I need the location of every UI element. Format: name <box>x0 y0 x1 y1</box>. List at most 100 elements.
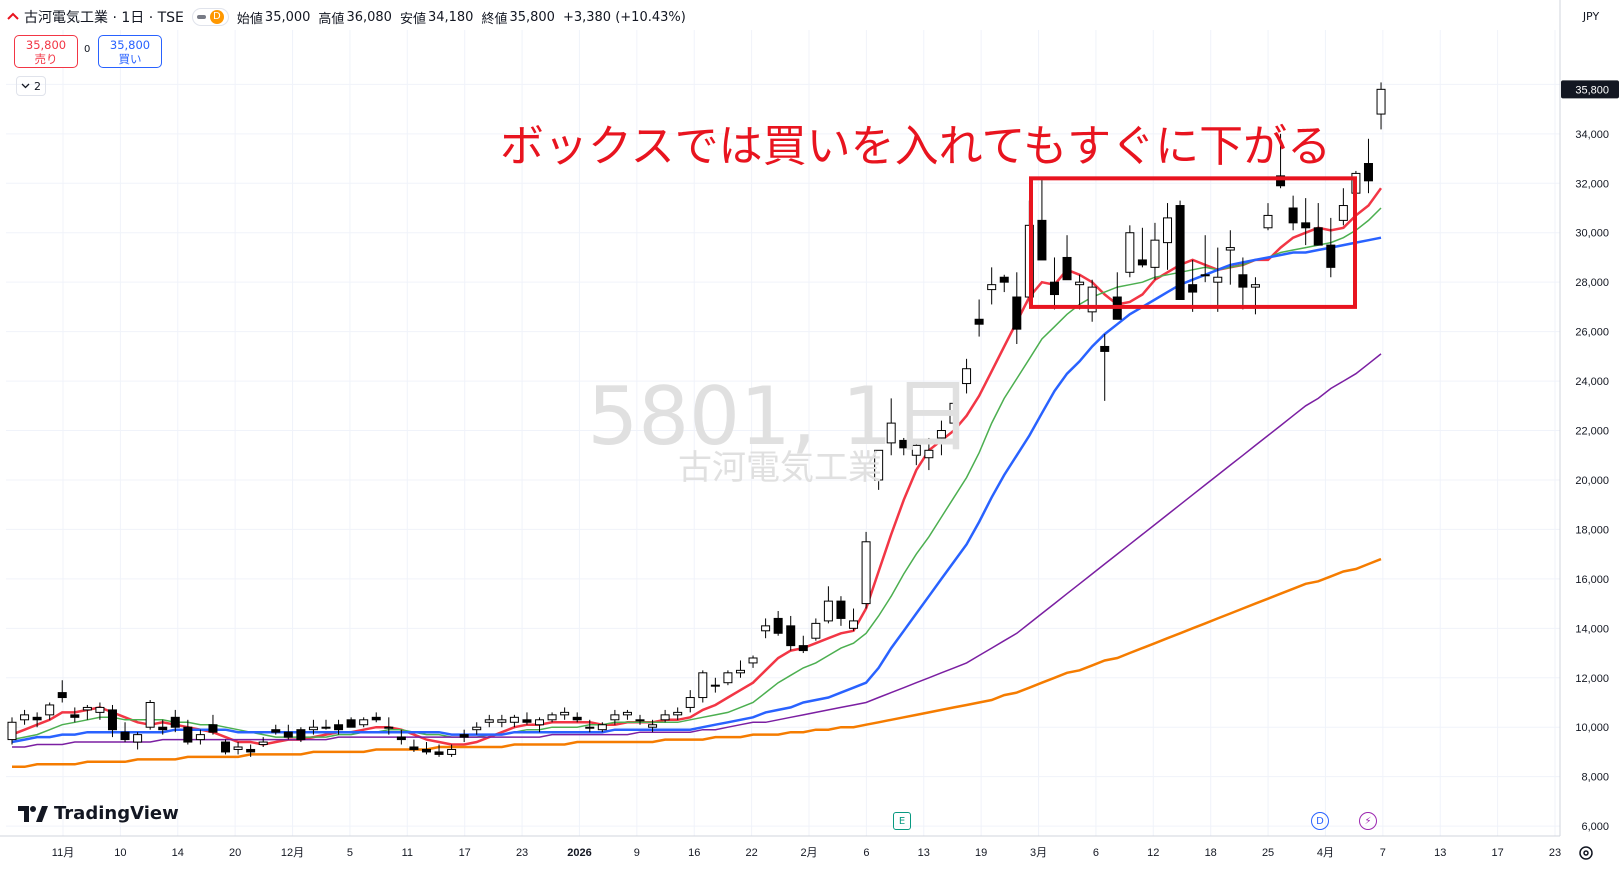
candle <box>321 719 331 730</box>
candle-body <box>547 714 557 721</box>
candle <box>497 714 507 728</box>
candle-body <box>1225 247 1235 251</box>
candle <box>1263 203 1273 231</box>
time-axis-tick: 17 <box>1491 847 1503 859</box>
candle <box>786 615 796 651</box>
candle-body <box>170 716 180 728</box>
candle <box>1163 203 1173 270</box>
time-axis-tick: 19 <box>975 847 987 859</box>
candle <box>221 739 231 755</box>
candle <box>258 737 268 747</box>
candle <box>811 618 821 641</box>
time-axis-tick: 10 <box>114 847 126 859</box>
market-status-pill[interactable]: D <box>191 8 229 26</box>
price-axis-tick: 20,000 <box>1575 475 1609 487</box>
candle-body <box>849 620 859 629</box>
buy-button[interactable]: 35,800 買い <box>98 35 162 68</box>
candle <box>1100 334 1110 401</box>
candle <box>761 618 771 639</box>
indicators-collapse-button[interactable]: 2 <box>16 76 46 96</box>
candle-body <box>434 751 444 755</box>
candle-body <box>32 716 42 721</box>
candle <box>547 712 557 723</box>
candle-body <box>1150 239 1160 268</box>
candle-body <box>409 746 419 750</box>
dividend-event-marker[interactable]: D <box>1311 812 1329 830</box>
symbol-header[interactable]: 古河電気工業 · 1日 · TSE D 始値 35,000 高値 36,080 安値… <box>6 4 686 30</box>
tradingview-logo[interactable]: TradingView <box>18 803 179 824</box>
candle <box>421 742 431 755</box>
candle <box>434 744 444 757</box>
candle <box>1213 247 1223 312</box>
candle-body <box>258 741 268 746</box>
candle <box>710 677 720 693</box>
time-axis-tick: 2026 <box>567 847 591 859</box>
candle <box>936 420 946 456</box>
candle <box>622 709 632 720</box>
candle-body <box>82 706 92 711</box>
sell-price: 35,800 <box>25 38 67 52</box>
candle-body <box>1301 222 1311 229</box>
candle-body <box>660 714 670 721</box>
price-axis-tick: 6,000 <box>1581 821 1609 833</box>
ohlc-close-value: 35,800 <box>509 9 555 25</box>
candle-body <box>346 719 356 728</box>
price-axis-tick: 16,000 <box>1575 574 1609 586</box>
candle <box>170 709 180 733</box>
candle <box>560 707 570 720</box>
price-axis-tick: 8,000 <box>1581 772 1609 784</box>
candle-body <box>1037 219 1047 261</box>
moving-average-ma_mid <box>11 207 1382 741</box>
candle <box>283 724 293 740</box>
candle <box>522 712 532 725</box>
candle <box>1301 198 1311 246</box>
symbol-title[interactable]: 古河電気工業 · 1日 · TSE <box>24 10 184 26</box>
gear-icon[interactable] <box>1576 843 1596 863</box>
time-axis-tick: 9 <box>634 847 640 859</box>
candle-body <box>748 657 758 664</box>
candle <box>1112 272 1122 320</box>
split-event-marker[interactable]: ⚡ <box>1359 812 1377 830</box>
candle-body <box>710 684 720 687</box>
candle <box>849 608 859 631</box>
candle-body <box>145 701 155 728</box>
candle-body <box>1062 256 1072 281</box>
session-dash-icon <box>196 15 206 19</box>
candle-body <box>208 724 218 733</box>
candle-body <box>45 704 55 716</box>
time-axis-tick: 17 <box>459 847 471 859</box>
candle <box>145 700 155 730</box>
price-axis-tick: 18,000 <box>1575 524 1609 536</box>
candle <box>685 690 695 713</box>
candle-body <box>987 284 997 291</box>
candle-body <box>497 719 507 723</box>
candle <box>987 267 997 305</box>
candle-body <box>924 449 934 459</box>
time-axis-tick: 20 <box>229 847 241 859</box>
price-axis-tick: 28,000 <box>1575 277 1609 289</box>
earnings-event-marker[interactable]: E <box>893 812 911 830</box>
candle <box>949 388 959 426</box>
candle <box>1313 203 1323 246</box>
candle <box>698 670 708 703</box>
sell-label: 売り <box>34 52 58 66</box>
time-axis-tick: 6 <box>863 847 869 859</box>
candle <box>246 744 256 757</box>
candle-body <box>107 709 117 731</box>
candle-body <box>1163 217 1173 244</box>
candle-body <box>811 622 821 639</box>
candle-body <box>183 726 193 743</box>
currency-selector[interactable]: JPY <box>1582 9 1600 23</box>
candle-body <box>447 748 457 755</box>
candle <box>1288 195 1298 231</box>
annotation-text[interactable]: ボックスでは買いを入れてもすぐに下がる <box>500 121 1332 172</box>
candle-body <box>296 729 306 741</box>
time-axis-tick: 25 <box>1262 847 1274 859</box>
candle <box>384 717 394 735</box>
sell-button[interactable]: 35,800 売り <box>14 35 78 68</box>
candle <box>233 742 243 755</box>
candle-body <box>1137 259 1147 266</box>
candle <box>346 717 356 728</box>
candle-body <box>484 719 494 723</box>
